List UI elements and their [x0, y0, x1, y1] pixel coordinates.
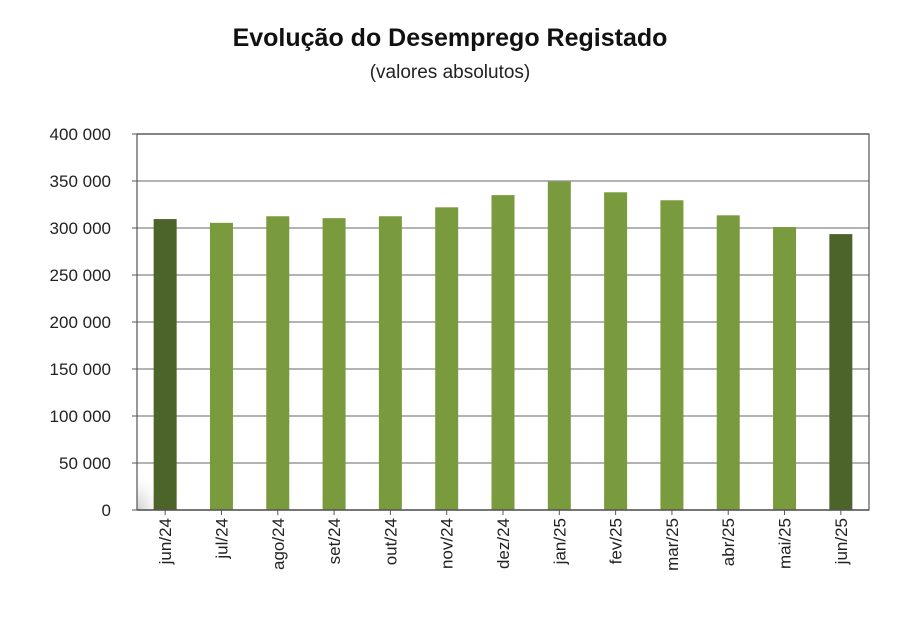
y-tick-label: 400 000	[50, 125, 111, 144]
bar-jul-24	[209, 222, 233, 510]
x-tick-label: ago/24	[269, 518, 288, 570]
x-tick-label: jun/24	[156, 518, 175, 565]
x-tick-label: fev/25	[607, 518, 626, 564]
bar-jan-25	[547, 181, 571, 510]
y-tick-label: 350 000	[50, 172, 111, 191]
bar-nov-24	[435, 207, 459, 510]
x-tick-label: abr/25	[719, 518, 738, 566]
x-tick-label: jan/25	[550, 518, 569, 565]
y-tick-label: 150 000	[50, 360, 111, 379]
bar-dez-24	[491, 195, 515, 510]
x-tick-label: mai/25	[776, 518, 795, 569]
y-tick-label: 300 000	[50, 219, 111, 238]
x-tick-label: jul/24	[212, 518, 231, 560]
bar-abr-25	[716, 215, 740, 510]
x-tick-label: set/24	[325, 518, 344, 564]
bar-out-24	[378, 216, 402, 510]
y-tick-label: 50 000	[59, 454, 111, 473]
bar-jun-24	[153, 219, 177, 510]
y-tick-label: 250 000	[50, 266, 111, 285]
bar-fev-25	[604, 192, 628, 510]
bar-jun-25	[829, 234, 853, 511]
y-tick-label: 0	[102, 501, 111, 520]
y-tick-label: 200 000	[50, 313, 111, 332]
chart-title: Evolução do Desemprego Registado	[232, 24, 668, 52]
x-tick-label: dez/24	[494, 518, 513, 569]
bar-mai-25	[773, 227, 797, 510]
x-tick-label: out/24	[381, 518, 400, 565]
bar-mar-25	[660, 200, 684, 510]
x-tick-label: jun/25	[832, 518, 851, 565]
x-tick-label: mar/25	[663, 518, 682, 571]
chart-subtitle: (valores absolutos)	[369, 62, 531, 83]
x-tick-label: nov/24	[438, 518, 457, 569]
y-tick-label: 100 000	[50, 407, 111, 426]
bar-ago-24	[266, 216, 290, 510]
bar-set-24	[322, 218, 346, 510]
